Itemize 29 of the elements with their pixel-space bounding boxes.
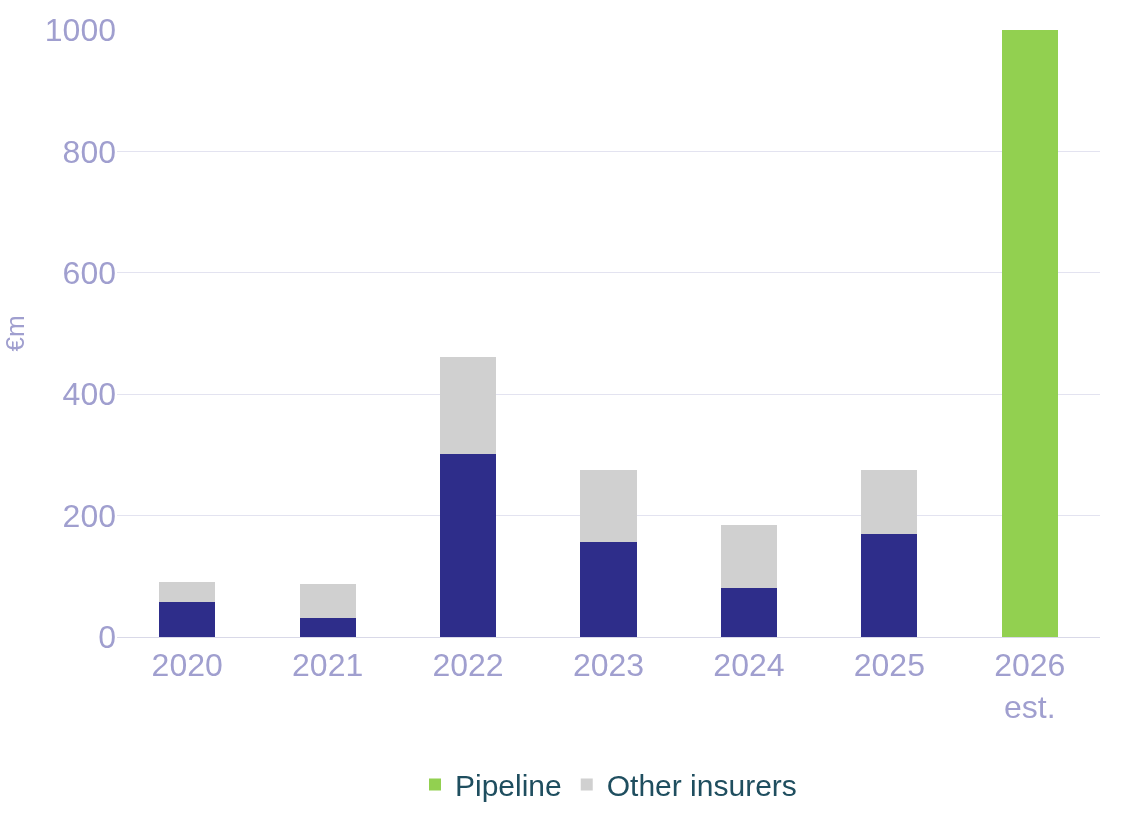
- bar: [861, 470, 918, 534]
- y-tick-label: 1000: [44, 12, 116, 49]
- y-tick-label: 600: [62, 255, 116, 291]
- bar: [299, 617, 356, 637]
- bar: [720, 588, 778, 637]
- y-tick-label: 800: [62, 133, 116, 170]
- x-tick-label: 2023: [572, 647, 645, 684]
- y-tick-label: 400: [62, 376, 116, 413]
- legend-label: Pipeline: [455, 769, 562, 803]
- bar: [159, 582, 216, 603]
- bar: [439, 357, 497, 454]
- x-tick-label: 2022: [432, 647, 504, 684]
- bar: [720, 525, 778, 589]
- bar: [580, 541, 637, 637]
- x-tick-label: 2026 est.: [994, 647, 1066, 725]
- x-tick-label: 2025: [853, 647, 925, 684]
- bar: [439, 453, 497, 637]
- bar: [861, 533, 918, 637]
- y-axis-title: €m: [0, 315, 30, 352]
- y-tick-label: 0: [98, 619, 116, 656]
- bar: [1001, 30, 1058, 637]
- bar: [580, 470, 637, 542]
- y-tick-label: 200: [62, 497, 116, 534]
- x-tick-label: 2020: [151, 647, 223, 684]
- bar: [159, 602, 216, 637]
- x-tick-label: 2024: [713, 647, 785, 684]
- bar: [299, 584, 356, 618]
- legend-label: Other insurers: [606, 769, 797, 803]
- x-tick-label: 2021: [292, 647, 364, 684]
